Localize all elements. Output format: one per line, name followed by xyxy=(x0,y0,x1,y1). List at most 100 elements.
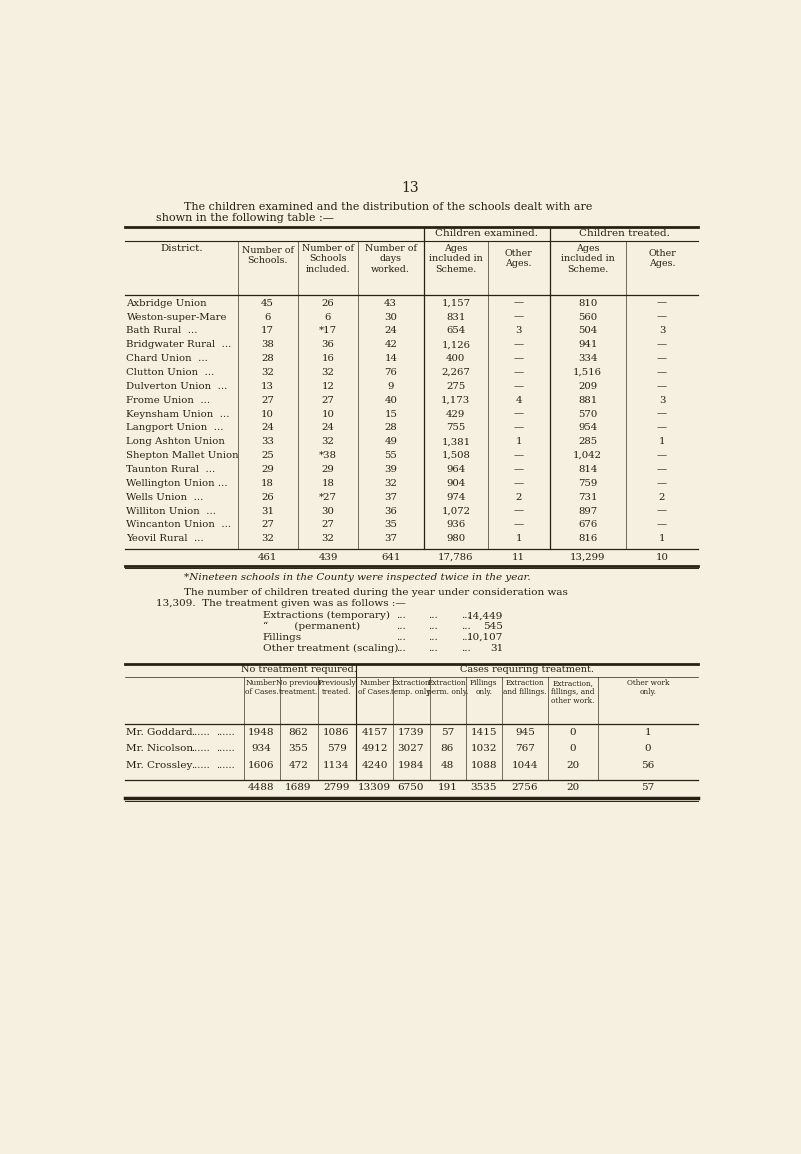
Text: 4488: 4488 xyxy=(248,782,275,792)
Text: 1: 1 xyxy=(658,534,666,544)
Text: District.: District. xyxy=(160,243,203,253)
Text: 1: 1 xyxy=(645,727,651,736)
Text: 1689: 1689 xyxy=(285,782,312,792)
Text: 1,381: 1,381 xyxy=(441,437,470,447)
Text: 334: 334 xyxy=(578,354,598,364)
Text: 57: 57 xyxy=(642,782,654,792)
Text: No treatment required.: No treatment required. xyxy=(241,665,357,674)
Text: Frome Union  ...: Frome Union ... xyxy=(127,396,211,405)
Text: Other work
only.: Other work only. xyxy=(627,679,670,696)
Text: 400: 400 xyxy=(446,354,465,364)
Text: 32: 32 xyxy=(321,534,334,544)
Text: 57: 57 xyxy=(441,727,454,736)
Text: Weston-super-Mare: Weston-super-Mare xyxy=(127,313,227,322)
Text: 755: 755 xyxy=(446,424,465,433)
Text: “        (permanent): “ (permanent) xyxy=(263,622,360,631)
Text: —: — xyxy=(513,299,524,308)
Text: —: — xyxy=(657,451,667,460)
Text: 1,072: 1,072 xyxy=(441,507,470,516)
Text: Mr. Goddard: Mr. Goddard xyxy=(127,727,193,736)
Text: 1044: 1044 xyxy=(512,762,538,771)
Text: 26: 26 xyxy=(261,493,274,502)
Text: Number of
Schools.: Number of Schools. xyxy=(242,246,293,265)
Text: —: — xyxy=(657,368,667,377)
Text: 17,786: 17,786 xyxy=(438,553,473,562)
Text: 0: 0 xyxy=(570,727,576,736)
Text: Fillings
only.: Fillings only. xyxy=(470,679,497,696)
Text: Other
Ages.: Other Ages. xyxy=(648,248,676,268)
Text: Number
of Cases.: Number of Cases. xyxy=(358,679,391,696)
Text: ......: ...... xyxy=(191,727,210,736)
Text: Other treatment (scaling): Other treatment (scaling) xyxy=(263,644,398,653)
Text: 32: 32 xyxy=(384,479,397,488)
Text: Extraction,
fillings, and
other work.: Extraction, fillings, and other work. xyxy=(551,679,594,705)
Text: 1,126: 1,126 xyxy=(441,340,470,350)
Text: 439: 439 xyxy=(318,553,338,562)
Text: 964: 964 xyxy=(446,465,465,474)
Text: 1: 1 xyxy=(515,437,522,447)
Text: 0: 0 xyxy=(645,744,651,754)
Text: 18: 18 xyxy=(321,479,334,488)
Text: Other
Ages.: Other Ages. xyxy=(505,248,533,268)
Text: —: — xyxy=(657,299,667,308)
Text: —: — xyxy=(513,368,524,377)
Text: 862: 862 xyxy=(288,727,308,736)
Text: 4: 4 xyxy=(515,396,522,405)
Text: ...: ... xyxy=(396,622,405,631)
Text: 9: 9 xyxy=(388,382,394,391)
Text: 17: 17 xyxy=(261,327,274,336)
Text: 32: 32 xyxy=(321,437,334,447)
Text: 38: 38 xyxy=(261,340,274,350)
Text: 49: 49 xyxy=(384,437,397,447)
Text: 1,042: 1,042 xyxy=(573,451,602,460)
Text: —: — xyxy=(513,340,524,350)
Text: 1: 1 xyxy=(515,534,522,544)
Text: 560: 560 xyxy=(578,313,598,322)
Text: ......: ...... xyxy=(191,744,210,754)
Text: 1134: 1134 xyxy=(324,762,350,771)
Text: *27: *27 xyxy=(319,493,337,502)
Text: 191: 191 xyxy=(437,782,457,792)
Text: 10,107: 10,107 xyxy=(467,632,503,642)
Text: Bath Rural  ...: Bath Rural ... xyxy=(127,327,198,336)
Text: 32: 32 xyxy=(261,368,274,377)
Text: 1,508: 1,508 xyxy=(441,451,470,460)
Text: ...: ... xyxy=(461,644,471,653)
Text: 2: 2 xyxy=(515,493,521,502)
Text: 275: 275 xyxy=(446,382,465,391)
Text: 45: 45 xyxy=(261,299,274,308)
Text: 11: 11 xyxy=(512,553,525,562)
Text: 1606: 1606 xyxy=(248,762,275,771)
Text: 20: 20 xyxy=(566,782,579,792)
Text: 941: 941 xyxy=(578,340,598,350)
Text: Chard Union  ...: Chard Union ... xyxy=(127,354,208,364)
Text: —: — xyxy=(657,313,667,322)
Text: 29: 29 xyxy=(261,465,274,474)
Text: ...: ... xyxy=(461,632,471,642)
Text: 3: 3 xyxy=(658,327,666,336)
Text: 12: 12 xyxy=(321,382,334,391)
Text: ...: ... xyxy=(396,644,405,653)
Text: —: — xyxy=(513,410,524,419)
Text: 6750: 6750 xyxy=(397,782,425,792)
Text: 43: 43 xyxy=(384,299,397,308)
Text: 27: 27 xyxy=(321,396,334,405)
Text: Dulverton Union  ...: Dulverton Union ... xyxy=(127,382,227,391)
Text: 2: 2 xyxy=(658,493,665,502)
Text: 13,309.  The treatment given was as follows :—: 13,309. The treatment given was as follo… xyxy=(156,599,405,608)
Text: 76: 76 xyxy=(384,368,397,377)
Text: 35: 35 xyxy=(384,520,397,530)
Text: 31: 31 xyxy=(261,507,274,516)
Text: Number of
Schools
included.: Number of Schools included. xyxy=(302,243,354,273)
Text: 30: 30 xyxy=(321,507,334,516)
Text: 27: 27 xyxy=(261,520,274,530)
Text: ......: ...... xyxy=(216,727,235,736)
Text: 26: 26 xyxy=(321,299,334,308)
Text: ......: ...... xyxy=(191,762,210,771)
Text: 42: 42 xyxy=(384,340,397,350)
Text: 934: 934 xyxy=(252,744,272,754)
Text: Cases requiring treatment.: Cases requiring treatment. xyxy=(460,665,594,674)
Text: Previously
treated.: Previously treated. xyxy=(317,679,356,696)
Text: Children treated.: Children treated. xyxy=(578,228,670,238)
Text: —: — xyxy=(513,424,524,433)
